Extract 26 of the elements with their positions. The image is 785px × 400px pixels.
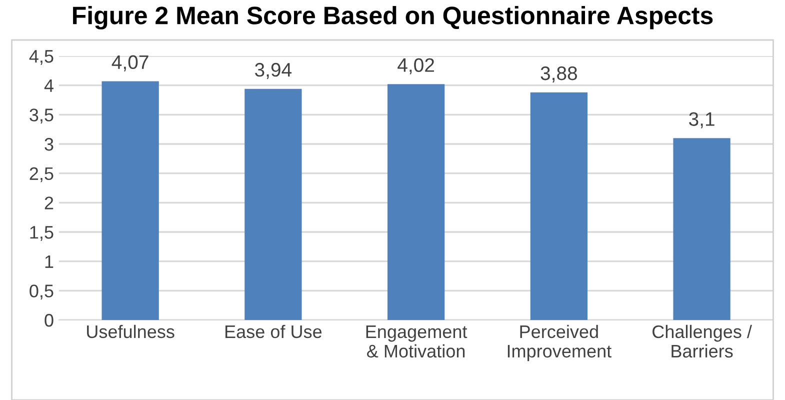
y-tick-label: 4,5: [29, 50, 54, 65]
y-tick-label: 1,5: [30, 226, 54, 241]
chart-title: Figure 2 Mean Score Based on Questionnaire Aspects: [73, 6, 713, 30]
x-tick-label: Challenges / Barriers: [652, 324, 752, 358]
y-tick-label: 3: [44, 138, 54, 151]
x-tick-label: Perceived Improvement: [508, 324, 612, 362]
y-tick-label: 2,5: [30, 167, 54, 182]
data-label: 3,1: [689, 112, 714, 128]
y-tick-label: 1: [45, 255, 54, 268]
x-tick-label: Ease of Use: [225, 324, 322, 338]
y-tick-label: 2: [44, 196, 54, 210]
x-tick-label: Usefulness: [87, 324, 174, 338]
data-label: 3,88: [540, 66, 577, 82]
bar: [530, 92, 588, 320]
bar: [102, 81, 159, 320]
data-label: 3,94: [255, 62, 292, 79]
x-tick-label: Engagement & Motivation: [366, 326, 468, 358]
bar: [673, 138, 730, 320]
y-tick-label: 4: [44, 79, 54, 92]
y-tick-label: 3,5: [30, 108, 54, 124]
bar: [244, 88, 302, 320]
y-tick-label: 0: [44, 314, 54, 327]
data-label: 4,07: [112, 55, 148, 72]
data-label: 4,02: [398, 58, 434, 74]
bar: [387, 84, 445, 320]
y-tick-label: 0,5: [30, 284, 54, 300]
